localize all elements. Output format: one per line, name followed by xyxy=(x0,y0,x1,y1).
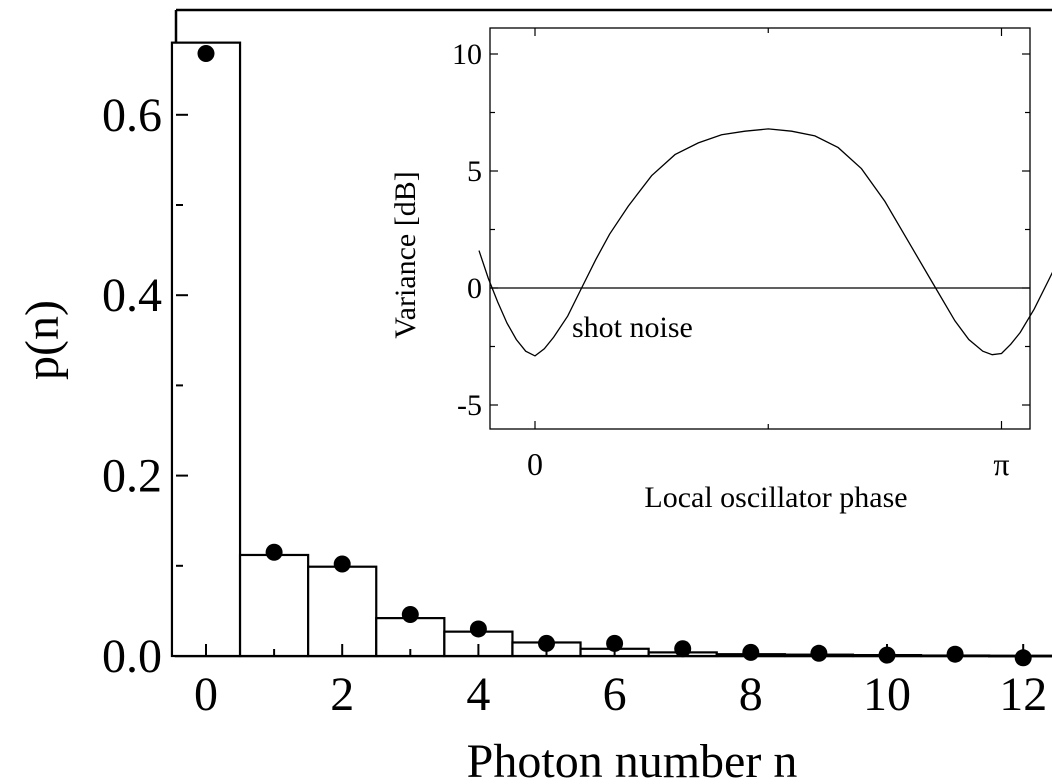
inset-y-tick-label: 10 xyxy=(452,38,482,71)
main-y-axis-label: p(n) xyxy=(16,300,69,380)
inset-plot-frame xyxy=(489,27,1031,430)
inset-x-tick-label: π xyxy=(993,446,1009,482)
main-axis-ticks xyxy=(176,113,1025,657)
y-tick-label: 0.6 xyxy=(102,89,162,142)
inset-variance-curve xyxy=(478,128,1052,357)
main-data-points xyxy=(197,44,1032,667)
y-tick-label: 0.4 xyxy=(102,269,162,322)
main-x-axis-label: Photon number n xyxy=(467,735,798,784)
x-tick-label: 6 xyxy=(603,668,627,721)
data-point xyxy=(606,634,624,652)
inset-x-axis-label: Local oscillator phase xyxy=(644,481,907,514)
inset-y-tick-label: 5 xyxy=(467,155,482,188)
inset-y-axis-label: Variance [dB] xyxy=(389,171,422,338)
data-point xyxy=(674,640,692,658)
histogram-bar xyxy=(170,41,242,658)
data-point xyxy=(333,555,351,573)
x-tick-label: 4 xyxy=(466,668,490,721)
main-histogram-bars xyxy=(170,41,1052,658)
data-point xyxy=(538,634,555,652)
inset-x-tick-label: 0 xyxy=(527,446,543,482)
inset-tick-labels: -505100π2π xyxy=(452,38,1010,482)
inset-y-tick-label: -5 xyxy=(457,389,482,422)
inset-axis-ticks xyxy=(490,28,1030,429)
data-point xyxy=(401,606,419,624)
x-tick-label: 10 xyxy=(863,668,911,721)
y-tick-label: 0.0 xyxy=(102,630,162,683)
x-tick-label: 0 xyxy=(194,668,218,721)
y-tick-label: 0.2 xyxy=(102,450,162,503)
histogram-bar xyxy=(307,565,378,658)
data-point xyxy=(265,543,283,561)
x-tick-label: 12 xyxy=(999,668,1047,721)
x-tick-label: 2 xyxy=(330,668,354,721)
inset-annotation-shot-noise: shot noise xyxy=(572,311,693,344)
main-tick-labels: 0 2 4 6 8 10 12 0.0 0.2 0.4 0.6 xyxy=(102,89,1047,721)
x-tick-label: 8 xyxy=(739,668,763,721)
data-point xyxy=(469,620,487,638)
histogram-bar xyxy=(238,553,310,658)
data-point xyxy=(197,44,215,62)
inset-y-tick-label: 0 xyxy=(467,272,482,305)
data-point xyxy=(1014,649,1032,667)
